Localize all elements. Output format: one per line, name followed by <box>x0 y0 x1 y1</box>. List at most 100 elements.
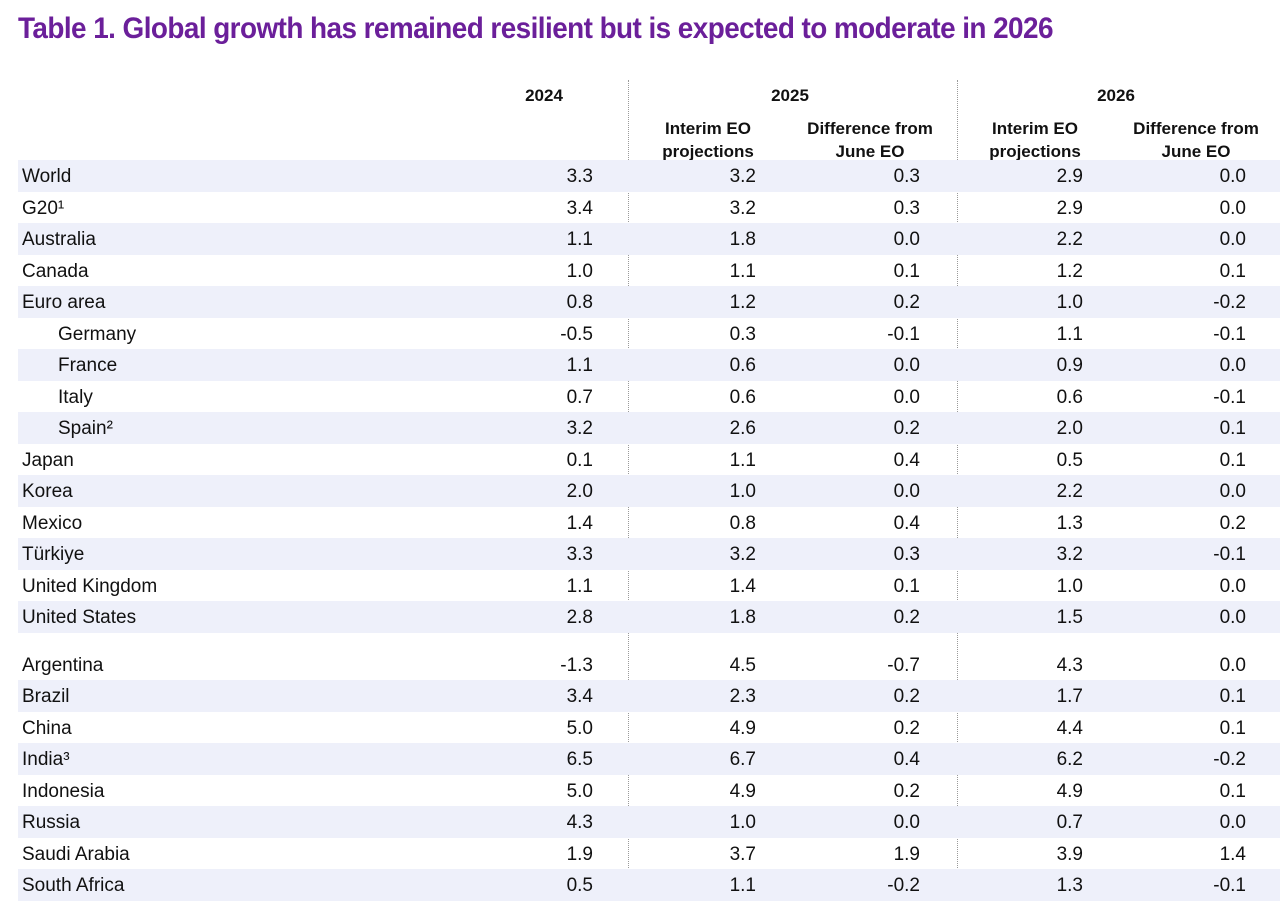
cell-2025-difference: 1.9 <box>893 843 920 865</box>
cell-2025-projection: 4.5 <box>729 654 756 676</box>
row-label: Canada <box>22 260 89 282</box>
table-row: Indonesia 5.0 4.9 0.2 4.9 0.1 <box>18 775 1280 807</box>
cell-2024: 5.0 <box>566 717 593 739</box>
cell-2026-projection: 2.0 <box>1056 418 1083 439</box>
cell-2025-difference: 0.1 <box>893 575 920 597</box>
cell-2026-difference: -0.2 <box>1213 749 1246 770</box>
cell-2026-difference: 0.1 <box>1219 449 1246 471</box>
row-label: Australia <box>22 229 96 250</box>
cell-2026-difference: -0.1 <box>1213 875 1246 896</box>
cell-2025-projection: 0.8 <box>729 512 756 534</box>
table-row: Türkiye 3.3 3.2 0.3 3.2 -0.1 <box>18 538 1280 570</box>
cell-2026-projection: 4.4 <box>1056 717 1083 739</box>
cell-2025-projection: 1.8 <box>729 229 756 250</box>
cell-2025-projection: 4.9 <box>729 717 756 739</box>
cell-2026-difference: 0.1 <box>1219 780 1246 802</box>
row-label: South Africa <box>22 875 125 896</box>
cell-2026-projection: 1.1 <box>1056 323 1083 345</box>
cell-2024: -0.5 <box>560 323 593 345</box>
cell-2025-projection: 1.1 <box>729 449 756 471</box>
header-2025-difference: Difference from June EO <box>807 119 933 161</box>
table-row: Korea 2.0 1.0 0.0 2.2 0.0 <box>18 475 1280 507</box>
cell-2025-difference: 0.0 <box>893 481 920 502</box>
table-row: G20¹ 3.4 3.2 0.3 2.9 0.0 <box>18 192 1280 224</box>
cell-2026-projection: 1.7 <box>1056 686 1083 707</box>
row-label: China <box>22 717 72 739</box>
cell-2026-difference: -0.1 <box>1213 544 1246 565</box>
row-label: United Kingdom <box>22 575 158 597</box>
cell-2024: 4.3 <box>566 812 593 833</box>
cell-2024: 2.8 <box>566 607 593 628</box>
cell-2024: 1.1 <box>566 575 593 597</box>
cell-2026-difference: 0.0 <box>1219 166 1246 187</box>
cell-2025-projection: 1.1 <box>729 260 756 282</box>
cell-2026-projection: 2.2 <box>1056 481 1083 502</box>
table-row: World 3.3 3.2 0.3 2.9 0.0 <box>18 160 1280 192</box>
header-year-2024: 2024 <box>525 86 563 105</box>
cell-2025-projection: 3.2 <box>729 544 756 565</box>
cell-2024: 0.8 <box>566 292 593 313</box>
cell-2026-projection: 0.5 <box>1056 449 1083 471</box>
cell-2025-projection: 2.3 <box>729 686 756 707</box>
table-row: Italy 0.7 0.6 0.0 0.6 -0.1 <box>18 381 1280 413</box>
row-label: Korea <box>22 481 73 502</box>
cell-2025-difference: 0.2 <box>893 686 920 707</box>
cell-2024: 2.0 <box>566 481 593 502</box>
cell-2025-projection: 1.2 <box>729 292 756 313</box>
row-label: Saudi Arabia <box>22 843 130 865</box>
cell-2026-difference: 0.0 <box>1219 355 1246 376</box>
row-label: Mexico <box>22 512 83 534</box>
cell-2024: 0.7 <box>566 386 593 408</box>
table-row: Mexico 1.4 0.8 0.4 1.3 0.2 <box>18 507 1280 539</box>
row-label: Euro area <box>22 292 106 313</box>
cell-2025-projection: 4.9 <box>729 780 756 802</box>
cell-2026-difference: 0.0 <box>1219 575 1246 597</box>
row-label: Türkiye <box>22 544 85 565</box>
cell-2024: 1.9 <box>566 843 593 865</box>
cell-2025-projection: 6.7 <box>729 749 756 770</box>
cell-2026-projection: 6.2 <box>1056 749 1083 770</box>
cell-2024: 1.4 <box>566 512 593 534</box>
cell-2024: 1.1 <box>566 229 593 250</box>
cell-2025-difference: 0.4 <box>893 512 920 534</box>
cell-2025-difference: 0.4 <box>893 449 920 471</box>
table-row: Japan 0.1 1.1 0.4 0.5 0.1 <box>18 444 1280 476</box>
row-label: Germany <box>58 323 137 345</box>
header-2025-projections: Interim EO projections <box>662 119 754 161</box>
cell-2025-difference: 0.2 <box>893 780 920 802</box>
table-row: South Africa 0.5 1.1 -0.2 1.3 -0.1 <box>18 869 1280 901</box>
cell-2025-difference: 0.2 <box>893 418 920 439</box>
cell-2024: 6.5 <box>566 749 593 770</box>
row-label: Spain² <box>58 418 113 439</box>
cell-2025-difference: 0.0 <box>893 386 920 408</box>
cell-2026-difference: -0.1 <box>1213 323 1246 345</box>
table-row: India³ 6.5 6.7 0.4 6.2 -0.2 <box>18 743 1280 775</box>
cell-2025-difference: 0.3 <box>893 197 920 219</box>
row-label: G20¹ <box>22 197 65 219</box>
cell-2026-difference: 0.0 <box>1219 654 1246 676</box>
cell-2026-difference: 0.0 <box>1219 607 1246 628</box>
cell-2025-projection: 0.6 <box>729 355 756 376</box>
row-label: Japan <box>22 449 74 471</box>
cell-2025-difference: 0.4 <box>893 749 920 770</box>
row-label: Indonesia <box>22 780 105 802</box>
header-year-2025: 2025 <box>771 86 809 105</box>
cell-2024: 0.1 <box>566 449 593 471</box>
cell-2026-projection: 1.5 <box>1056 607 1083 628</box>
cell-2024: -1.3 <box>560 654 593 676</box>
table-row: Euro area 0.8 1.2 0.2 1.0 -0.2 <box>18 286 1280 318</box>
cell-2025-difference: 0.3 <box>893 544 920 565</box>
table-row: Argentina -1.3 4.5 -0.7 4.3 0.0 <box>18 649 1280 681</box>
table-row: Brazil 3.4 2.3 0.2 1.7 0.1 <box>18 680 1280 712</box>
cell-2026-difference: 0.1 <box>1219 418 1246 439</box>
table-row: Australia 1.1 1.8 0.0 2.2 0.0 <box>18 223 1280 255</box>
cell-2024: 3.3 <box>566 166 593 187</box>
table-row: United Kingdom 1.1 1.4 0.1 1.0 0.0 <box>18 570 1280 602</box>
cell-2024: 3.3 <box>566 544 593 565</box>
cell-2026-projection: 2.2 <box>1056 229 1083 250</box>
cell-2026-difference: 0.0 <box>1219 481 1246 502</box>
cell-2026-projection: 1.0 <box>1056 292 1083 313</box>
cell-2024: 1.1 <box>566 355 593 376</box>
cell-2026-projection: 2.9 <box>1056 197 1083 219</box>
row-label: Russia <box>22 812 81 833</box>
